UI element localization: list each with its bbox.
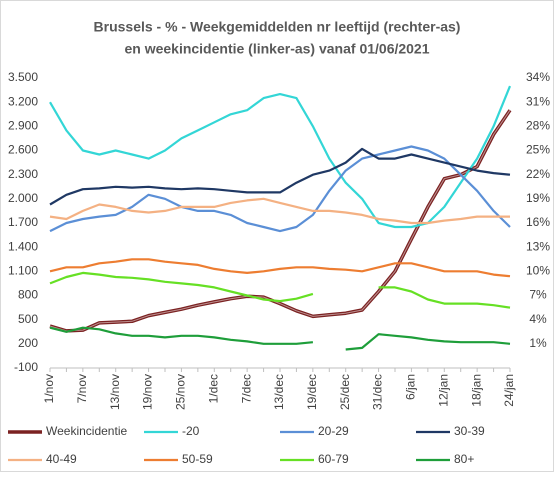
y-tick-label: 3.200 bbox=[8, 94, 38, 108]
legend-label: 30-39 bbox=[454, 424, 485, 438]
x-tick-label: 1/nov bbox=[42, 374, 56, 403]
legend-label: 40-49 bbox=[46, 452, 77, 466]
y2-tick-label: 22% bbox=[526, 167, 550, 181]
chart-subtitle: en weekincidentie (linker-as) vanaf 01/0… bbox=[124, 41, 429, 57]
y2-tick-label: 10% bbox=[526, 264, 550, 278]
series-line bbox=[345, 333, 511, 351]
x-tick-label: 25/dec bbox=[338, 374, 352, 410]
y-tick-label: 200 bbox=[18, 336, 38, 350]
legend-label: -20 bbox=[182, 424, 200, 438]
x-tick-label: 13/dec bbox=[272, 374, 286, 410]
y2-tick-label: 4% bbox=[529, 312, 547, 326]
series-line bbox=[49, 271, 314, 303]
x-tick-label: 1/dec bbox=[206, 374, 220, 403]
y2-tick-label: 31% bbox=[526, 94, 550, 108]
legend-label: 80+ bbox=[454, 452, 474, 466]
y-tick-label: 1.400 bbox=[8, 239, 38, 253]
y2-tick-label: 1% bbox=[529, 336, 547, 350]
y-tick-label: 500 bbox=[18, 312, 38, 326]
legend-label: 20-29 bbox=[318, 424, 349, 438]
y-tick-label: 2.300 bbox=[8, 167, 38, 181]
legend-label: 60-79 bbox=[318, 452, 349, 466]
y-tick-label: 800 bbox=[18, 288, 38, 302]
y-tick-label: 2.600 bbox=[8, 143, 38, 157]
x-tick-label: 6/jan bbox=[404, 374, 418, 400]
y-tick-label: -100 bbox=[14, 360, 38, 374]
legend-label: Weekincidentie bbox=[46, 424, 127, 438]
x-tick-label: 19/nov bbox=[141, 374, 155, 410]
x-tick-label: 13/nov bbox=[108, 374, 122, 410]
y-tick-label: 1.100 bbox=[8, 264, 38, 278]
y2-tick-label: 7% bbox=[529, 288, 547, 302]
y2-tick-label: 13% bbox=[526, 239, 550, 253]
series-line bbox=[378, 286, 511, 309]
series-line bbox=[49, 85, 512, 229]
legend-label: 50-59 bbox=[182, 452, 213, 466]
series-line bbox=[49, 326, 314, 345]
y2-tick-label: 16% bbox=[526, 215, 550, 229]
x-tick-label: 25/nov bbox=[174, 374, 188, 410]
x-tick-label: 19/dec bbox=[305, 374, 319, 410]
chart-title: Brussels - % - Weekgemiddelden nr leefti… bbox=[94, 19, 461, 35]
y-tick-label: 2.000 bbox=[8, 191, 38, 205]
x-tick-label: 7/dec bbox=[239, 374, 253, 403]
y-tick-label: 2.900 bbox=[8, 119, 38, 133]
y2-tick-label: 28% bbox=[526, 119, 550, 133]
y2-tick-label: 25% bbox=[526, 143, 550, 157]
x-tick-label: 24/jan bbox=[502, 374, 516, 407]
series-line-inner bbox=[49, 109, 511, 332]
x-tick-label: 12/jan bbox=[436, 374, 450, 407]
y2-tick-label: 19% bbox=[526, 191, 550, 205]
series-line bbox=[49, 147, 511, 206]
x-tick-label: 31/dec bbox=[371, 374, 385, 410]
y-tick-label: 1.700 bbox=[8, 215, 38, 229]
x-tick-label: 18/jan bbox=[469, 374, 483, 407]
x-tick-label: 7/nov bbox=[75, 374, 89, 403]
y-tick-label: 3.500 bbox=[8, 70, 38, 84]
series-line bbox=[49, 258, 511, 278]
series-line bbox=[49, 197, 510, 225]
y2-tick-label: 34% bbox=[526, 70, 550, 84]
